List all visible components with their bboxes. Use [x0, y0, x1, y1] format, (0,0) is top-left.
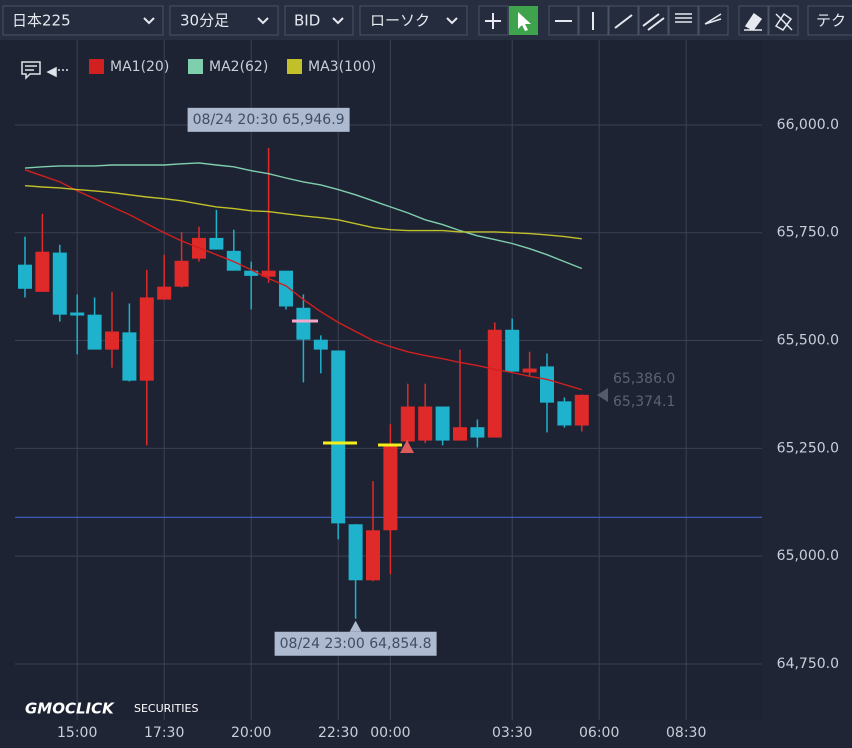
chart-style: ローソク [370, 12, 430, 30]
y-tick-label: 64,750.0 [777, 656, 839, 672]
order-marker [323, 441, 402, 447]
candle-body [331, 350, 346, 524]
symbol-select[interactable] [2, 5, 164, 36]
candle-body [470, 427, 485, 438]
annotation-box [187, 107, 350, 132]
annotation-pointer [349, 620, 362, 632]
fibo-button[interactable] [668, 5, 699, 36]
price-type: BID [294, 12, 320, 30]
trade-marker [400, 440, 414, 453]
candle-body [435, 406, 450, 441]
candle-body [557, 401, 572, 426]
icon [642, 13, 665, 31]
icon [774, 12, 793, 31]
y-tick-label: 65,500.0 [777, 333, 839, 349]
x-tick-label: 00:00 [370, 725, 410, 741]
timeframe: 30分足 [180, 12, 229, 30]
ma-line [24, 185, 582, 240]
channel-button[interactable] [638, 5, 669, 36]
x-tick-label: 20:00 [231, 725, 271, 741]
caret [446, 17, 458, 25]
icon [704, 13, 722, 25]
candle-body [70, 312, 85, 316]
icon [744, 12, 763, 31]
candle-body [453, 427, 467, 441]
candle-body [122, 332, 137, 381]
candle-body [157, 286, 172, 300]
technical: テク [816, 12, 846, 30]
price-label: 65,386.0 [613, 371, 675, 387]
candle-body [52, 252, 67, 315]
x-tick-label: 22:30 [318, 725, 358, 741]
legend-swatch [287, 59, 302, 74]
icon [485, 13, 501, 29]
candle-body [296, 307, 311, 340]
candle-body [244, 270, 259, 276]
candle-body [487, 329, 502, 438]
caret [332, 17, 344, 25]
legend-swatch [188, 59, 203, 74]
symbol: 日本225 [12, 12, 71, 30]
caret [143, 17, 155, 25]
vline-button[interactable] [578, 5, 609, 36]
caret [257, 17, 269, 25]
candle-body [209, 237, 224, 250]
y-tick-label: 65,250.0 [777, 440, 839, 456]
legend-label: MA3(100) [308, 59, 376, 75]
price-label: 65,374.1 [613, 394, 675, 410]
candle-body [400, 406, 415, 442]
candle-body [522, 368, 537, 373]
plot: 64,750.0 65,000.0 65,250.0 65,500.0 65,750.0… [0, 40, 839, 741]
candle-body [313, 339, 328, 350]
candle-body [261, 270, 276, 277]
x-tick-label: 17:30 [144, 725, 184, 741]
toolbar: 日本225 30分足 BID ローソク テク [0, 0, 852, 40]
annotation-text: 08/24 20:30 65,946.9 [193, 112, 345, 128]
candle-body [105, 331, 119, 350]
technical-button[interactable] [807, 5, 852, 36]
collapse-icon[interactable] [46, 66, 68, 78]
candle-body [418, 406, 433, 441]
candle-body [540, 366, 554, 403]
y-tick-label: 65,000.0 [777, 548, 839, 564]
comment-icon[interactable] [21, 61, 41, 80]
candle-body [174, 260, 189, 287]
icon [675, 13, 692, 23]
candle-body [279, 270, 293, 307]
icon [518, 12, 531, 31]
x-tick-label: 08:30 [666, 725, 706, 741]
candle-body [18, 264, 32, 289]
candle-body [226, 250, 241, 271]
legend-label: MA2(62) [209, 59, 268, 75]
candle-body [366, 530, 380, 581]
logo-sub: SECURITIES [134, 702, 198, 715]
candle-body [348, 524, 363, 581]
legend-label: MA1(20) [110, 59, 169, 75]
ma-line [24, 169, 583, 391]
candle-body [505, 329, 520, 372]
annotation-box [274, 631, 437, 656]
candle-body [139, 297, 154, 381]
ma-line [24, 162, 583, 270]
x-tick-label: 06:00 [579, 725, 619, 741]
x-tick-label: 03:30 [492, 725, 532, 741]
candle-body [87, 314, 102, 350]
legend-swatch [89, 59, 104, 74]
candle-body [383, 444, 398, 531]
logo: GMOCLICK [25, 700, 115, 718]
candle-body [35, 251, 50, 292]
price-pointer [597, 388, 608, 402]
candle-body [574, 394, 589, 426]
fan-button[interactable] [698, 5, 729, 36]
icon [614, 14, 633, 29]
y-tick-label: 65,750.0 [777, 225, 839, 241]
y-tick-label: 66,000.0 [777, 117, 839, 133]
x-tick-label: 15:00 [57, 725, 97, 741]
annotation-text: 08/24 23:00 64,854.8 [280, 636, 432, 652]
